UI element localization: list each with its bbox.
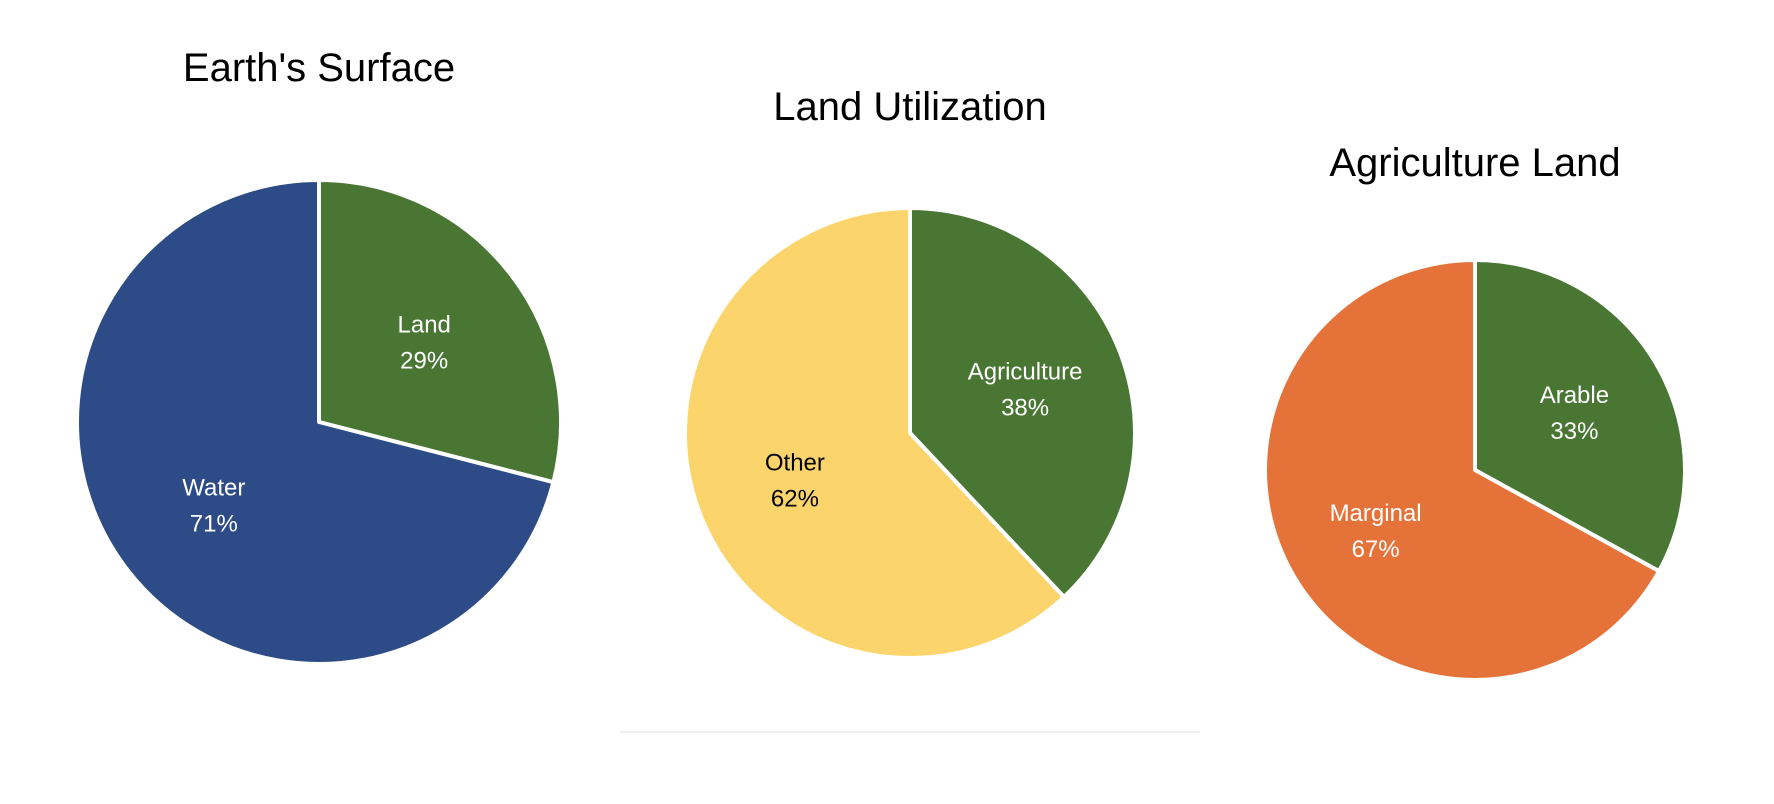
chart-title: Earth's Surface	[183, 46, 455, 90]
slice-percent-label: 33%	[1550, 418, 1598, 445]
slice-label-agriculture: Agriculture 38%	[968, 358, 1083, 421]
slice-label-water: Water 71%	[182, 475, 245, 538]
pie-slice-land	[317, 178, 563, 485]
pie-slice-water	[75, 178, 556, 666]
slice-category-label: Land	[398, 311, 451, 338]
pie-slice-agriculture	[908, 206, 1137, 600]
slice-label-arable: Arable 33%	[1540, 382, 1609, 445]
land-utilization-chart: Land Utilization Agriculture 38% Other 62%	[683, 85, 1137, 660]
slice-category-label: Arable	[1540, 382, 1609, 409]
chart-title: Land Utilization	[773, 85, 1047, 129]
pie-slices	[683, 206, 1137, 660]
earths-surface-chart: Earth's Surface Land 29% Water 71%	[75, 46, 563, 666]
slice-category-label: Agriculture	[968, 358, 1083, 385]
slice-category-label: Marginal	[1330, 500, 1422, 527]
pie-slice-marginal	[1263, 258, 1662, 682]
slice-label-land: Land 29%	[398, 311, 451, 374]
slice-label-marginal: Marginal 67%	[1330, 500, 1422, 563]
slice-percent-label: 67%	[1352, 536, 1400, 563]
pie-labels: Arable 33% Marginal 67%	[1330, 382, 1610, 563]
slice-label-other: Other 62%	[765, 450, 825, 513]
slice-category-label: Other	[765, 450, 825, 477]
slice-category-label: Water	[182, 475, 245, 502]
slice-percent-label: 38%	[1001, 394, 1049, 421]
agriculture-land-chart: Agriculture Land Arable 33% Marginal 67%	[1263, 141, 1687, 682]
chart-title: Agriculture Land	[1329, 141, 1620, 185]
pie-slices	[75, 178, 563, 666]
pie-labels: Land 29% Water 71%	[182, 311, 451, 537]
pie-slice-other	[683, 206, 1067, 660]
slice-percent-label: 29%	[400, 347, 448, 374]
pie-slices	[1263, 258, 1687, 682]
pie-slice-arable	[1473, 258, 1687, 574]
pie-labels: Agriculture 38% Other 62%	[765, 358, 1083, 512]
slice-percent-label: 62%	[771, 486, 819, 513]
slice-percent-label: 71%	[190, 511, 238, 538]
